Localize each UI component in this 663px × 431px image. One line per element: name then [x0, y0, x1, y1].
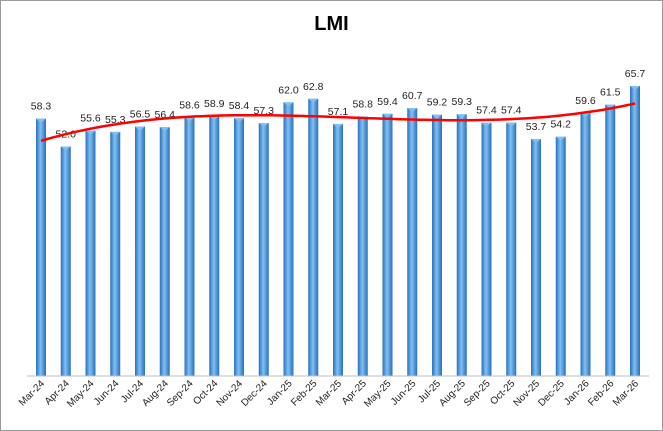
- bar-cap: [283, 102, 294, 107]
- bar-Jul-24: [135, 126, 145, 376]
- x-tick-label: Nov-25: [512, 378, 543, 409]
- bar-Feb-26: [605, 104, 616, 377]
- data-label: 54.2: [551, 119, 572, 131]
- x-tick-label: Jun-25: [389, 378, 419, 408]
- x-tick-label: Sep-24: [165, 378, 196, 409]
- bar-cap: [555, 136, 566, 141]
- bar-Mar-24: [36, 118, 46, 376]
- bar-cap: [407, 108, 418, 113]
- data-label: 61.5: [600, 87, 621, 99]
- x-tick-label: Feb-25: [289, 378, 319, 408]
- bar-cap: [234, 118, 244, 123]
- bar-cap: [506, 122, 517, 127]
- data-label: 55.6: [80, 113, 101, 125]
- bar-Feb-25: [308, 98, 319, 376]
- bar-cap: [159, 127, 170, 132]
- x-tick-label: Dec-24: [239, 378, 270, 409]
- x-tick-label: Sep-25: [462, 378, 493, 409]
- bar-Mar-26: [630, 85, 640, 376]
- bar-cap: [110, 131, 121, 136]
- bar-cap: [630, 85, 640, 90]
- data-label: 65.7: [625, 68, 646, 80]
- bar-Mar-25: [333, 123, 343, 377]
- bar-cap: [605, 104, 616, 109]
- bar-cap: [456, 114, 467, 119]
- bar-cap: [308, 98, 319, 103]
- bar-Aug-24: [159, 127, 170, 376]
- x-tick-label: May-24: [65, 378, 97, 410]
- bar-cap: [333, 123, 343, 128]
- bar-cap: [531, 138, 541, 143]
- bar-Nov-24: [234, 118, 244, 376]
- bar-cap: [258, 123, 269, 128]
- bar-Sep-24: [184, 117, 195, 376]
- data-label: 58.3: [31, 101, 52, 113]
- x-tick-label: May-25: [362, 378, 394, 410]
- bar-cap: [481, 122, 492, 127]
- data-label: 56.5: [130, 109, 151, 121]
- data-label: 57.4: [476, 105, 497, 117]
- data-label: 57.4: [501, 105, 522, 117]
- bar-cap: [36, 118, 46, 123]
- bar-cap: [85, 130, 96, 135]
- data-label: 58.4: [229, 100, 250, 112]
- bar-Dec-25: [555, 136, 566, 376]
- chart-title: LMI: [314, 13, 349, 35]
- data-label: 59.2: [427, 97, 448, 109]
- bar-Jan-26: [580, 112, 591, 376]
- x-tick-label: Aug-25: [437, 378, 468, 409]
- data-label: 58.9: [204, 98, 225, 110]
- data-label: 58.8: [353, 98, 374, 110]
- x-tick-label: Dec-25: [536, 378, 567, 409]
- bar-Jun-25: [407, 108, 418, 376]
- x-tick-label: Aug-24: [140, 378, 171, 409]
- bar-Oct-24: [209, 115, 220, 377]
- bar-Nov-25: [531, 138, 541, 376]
- bar-Aug-25: [456, 114, 467, 377]
- x-tick-label: Mar-24: [17, 378, 47, 408]
- bar-Jul-25: [432, 114, 442, 376]
- data-label: 53.7: [526, 121, 547, 133]
- x-tick-label: Mar-25: [314, 378, 344, 408]
- bar-Jan-25: [283, 102, 294, 377]
- bar-Sep-25: [481, 122, 492, 377]
- x-tick-label: Mar-26: [611, 378, 641, 408]
- bar-cap: [382, 113, 393, 118]
- bar-cap: [432, 114, 442, 119]
- x-tick-label: Jun-24: [92, 378, 122, 408]
- data-label: 62.8: [303, 81, 324, 93]
- data-label: 57.1: [328, 106, 349, 118]
- bar-Apr-24: [60, 146, 71, 376]
- data-label: 58.6: [179, 99, 200, 111]
- bar-cap: [135, 126, 145, 131]
- bar-Dec-24: [258, 123, 269, 376]
- trendline: [40, 102, 636, 143]
- data-label: 59.4: [377, 96, 398, 108]
- data-label: 59.3: [452, 96, 473, 108]
- x-tick-label: Feb-26: [586, 378, 616, 408]
- data-label: 59.6: [575, 95, 596, 107]
- x-tick-label: Nov-24: [215, 378, 246, 409]
- bar-cap: [184, 117, 195, 122]
- bar-cap: [60, 146, 71, 151]
- bar-Apr-25: [357, 116, 368, 376]
- bar-May-25: [382, 113, 393, 376]
- data-label: 60.7: [402, 90, 423, 102]
- data-label: 62.0: [278, 84, 299, 96]
- bar-Jun-24: [110, 131, 121, 376]
- bar-Oct-25: [506, 122, 517, 377]
- bar-May-24: [85, 130, 96, 376]
